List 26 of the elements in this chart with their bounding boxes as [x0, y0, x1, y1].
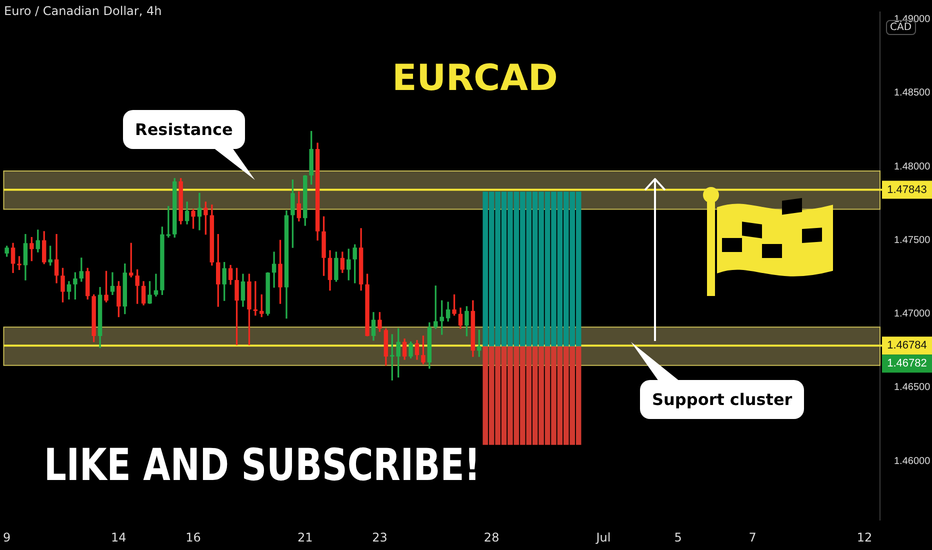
y-tick-label: 1.47000: [894, 308, 931, 320]
text: 1.46782: [887, 358, 927, 370]
text: EURCAD: [391, 58, 559, 99]
x-tick-label: 5: [674, 530, 682, 544]
y-tick-label: 1.48500: [894, 88, 931, 99]
y-tick-label: 1.48000: [894, 161, 931, 172]
chart-title: Euro / Canadian Dollar, 4h: [4, 4, 162, 18]
band-label: Support cluster: [640, 380, 804, 419]
x-tick-label: 28: [484, 530, 500, 544]
y-tick-label: 1.46000: [894, 456, 931, 467]
candlestick: [197, 192, 202, 230]
x-tick-label: Jul: [595, 530, 611, 544]
ref-line-label: 1.47843: [887, 184, 927, 196]
annotation: LIKE AND SUBSCRIBE!: [44, 440, 480, 491]
x-tick-label: 12: [856, 530, 872, 544]
x-tick-label: 7: [748, 530, 756, 544]
y-tick-label: 1.47500: [894, 234, 931, 246]
band-label: Resistance: [123, 110, 245, 149]
x-tick-label: 16: [186, 530, 201, 544]
ref-line-label: 1.46784: [887, 340, 927, 352]
y-tick-label: 1.46500: [894, 382, 931, 394]
x-tick-label: 9: [2, 530, 11, 544]
x-tick-label: 14: [111, 530, 126, 544]
x-tick-label: 23: [372, 530, 388, 544]
candlestick: [272, 252, 276, 288]
x-tick-label: 21: [297, 530, 313, 544]
